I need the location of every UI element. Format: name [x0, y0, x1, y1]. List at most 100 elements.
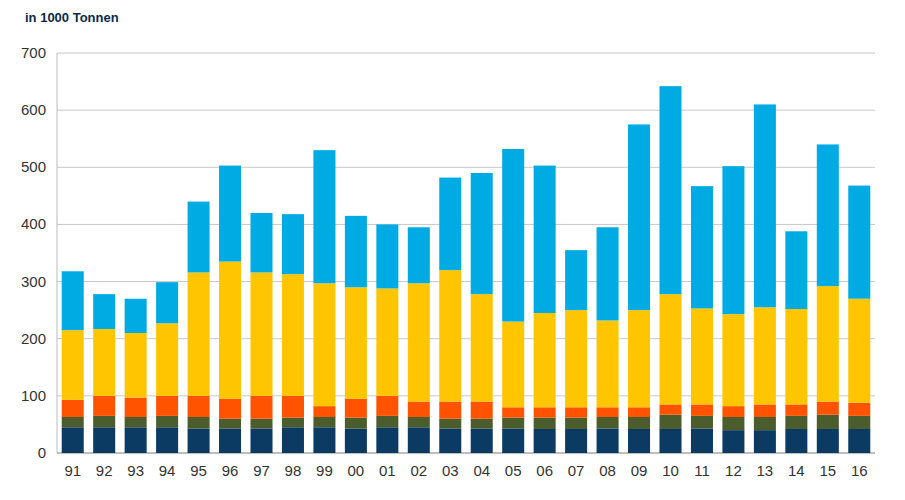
- bar-segment: [848, 416, 870, 429]
- bar-segment: [597, 428, 619, 453]
- bar-segment: [125, 427, 147, 453]
- bar-segment: [502, 418, 524, 429]
- bar-segment: [691, 186, 713, 308]
- x-tick-label: 09: [631, 462, 648, 479]
- bar-segment: [345, 399, 367, 418]
- x-tick-label: 12: [725, 462, 742, 479]
- x-tick-label: 92: [96, 462, 113, 479]
- bar-segment: [597, 417, 619, 428]
- bar-segment: [282, 418, 304, 428]
- bar-segment: [62, 417, 84, 427]
- bar-segment: [250, 213, 272, 272]
- bar-segment: [439, 402, 461, 419]
- bar-segment: [565, 429, 587, 453]
- bar-segment: [628, 124, 650, 310]
- bar-segment: [376, 396, 398, 416]
- x-tick-label: 07: [568, 462, 585, 479]
- bar-segment: [471, 173, 493, 294]
- grid: [57, 53, 875, 453]
- bar-segment: [659, 429, 681, 453]
- bar-segment: [628, 429, 650, 453]
- grid-line: [57, 167, 875, 168]
- bar-segment: [219, 166, 241, 262]
- bar-segment: [565, 418, 587, 429]
- bar-segment: [817, 144, 839, 286]
- bar-segment: [282, 396, 304, 418]
- bar-segment: [188, 428, 210, 453]
- bar-segment: [502, 407, 524, 417]
- y-tick-label: 300: [21, 273, 46, 290]
- bar-segment: [345, 216, 367, 287]
- bar-segment: [188, 417, 210, 428]
- bar-segment: [156, 427, 178, 453]
- bar-segment: [691, 308, 713, 404]
- bar-segment: [219, 399, 241, 419]
- x-tick-label: 13: [757, 462, 774, 479]
- bar-segment: [659, 86, 681, 294]
- bar-segment: [785, 231, 807, 309]
- bar-segment: [282, 214, 304, 274]
- y-tick-label: 400: [21, 215, 46, 232]
- x-tick-label: 97: [253, 462, 270, 479]
- bar-segment: [345, 287, 367, 398]
- bar-segment: [250, 428, 272, 453]
- bar-segment: [534, 429, 556, 453]
- bar-segment: [785, 429, 807, 453]
- bar-segment: [534, 407, 556, 417]
- bar-segment: [754, 417, 776, 430]
- bar-segment: [565, 250, 587, 310]
- bar-segment: [817, 429, 839, 453]
- title: in 1000 Tonnen: [25, 10, 119, 25]
- x-tick-label: 06: [536, 462, 553, 479]
- bar-segment: [156, 416, 178, 427]
- bar-segment: [534, 313, 556, 407]
- bar-segment: [471, 419, 493, 429]
- x-tick-label: 14: [788, 462, 805, 479]
- bar-segment: [848, 299, 870, 403]
- bar-segment: [502, 149, 524, 322]
- grid-line: [57, 395, 875, 396]
- bar-segment: [62, 427, 84, 453]
- x-tick-label: 94: [159, 462, 176, 479]
- bar-segment: [156, 282, 178, 323]
- bar-segment: [597, 227, 619, 320]
- bar-segment: [565, 407, 587, 417]
- grid-line: [57, 110, 875, 111]
- grid-line: [57, 338, 875, 339]
- bar-segment: [93, 294, 115, 329]
- bar-segment: [691, 416, 713, 429]
- bar-segment: [408, 402, 430, 417]
- bar-segment: [62, 271, 84, 330]
- bar-segment: [282, 274, 304, 396]
- x-tick-label: 10: [662, 462, 679, 479]
- x-axis: [57, 453, 875, 454]
- x-tick-label: 11: [694, 462, 710, 479]
- bar-segment: [313, 406, 335, 417]
- bar-segment: [313, 150, 335, 283]
- chart-container: in 1000 Tonnen01002003004005006007009192…: [0, 0, 905, 500]
- bar-segment: [282, 427, 304, 453]
- bar-segment: [62, 400, 84, 417]
- bar-segment: [754, 430, 776, 453]
- bar-segment: [219, 428, 241, 453]
- grid-line: [57, 453, 875, 454]
- x-tick-label: 04: [473, 462, 490, 479]
- bar-segment: [534, 418, 556, 429]
- bar-segment: [785, 404, 807, 415]
- x-tick-label: 95: [190, 462, 207, 479]
- x-tick-label: 08: [599, 462, 616, 479]
- bar-segment: [219, 419, 241, 429]
- bar-segment: [722, 314, 744, 406]
- bar-segment: [439, 419, 461, 429]
- x-tick-label: 03: [442, 462, 459, 479]
- bar-segment: [345, 428, 367, 453]
- bar-segment: [785, 309, 807, 404]
- bar-segment: [376, 288, 398, 395]
- bar-segment: [156, 323, 178, 396]
- y-tick-label: 200: [21, 330, 46, 347]
- bar-segment: [502, 322, 524, 408]
- bar-segment: [565, 310, 587, 407]
- bar-segment: [628, 417, 650, 429]
- bar-segment: [722, 417, 744, 430]
- bar-segment: [722, 406, 744, 417]
